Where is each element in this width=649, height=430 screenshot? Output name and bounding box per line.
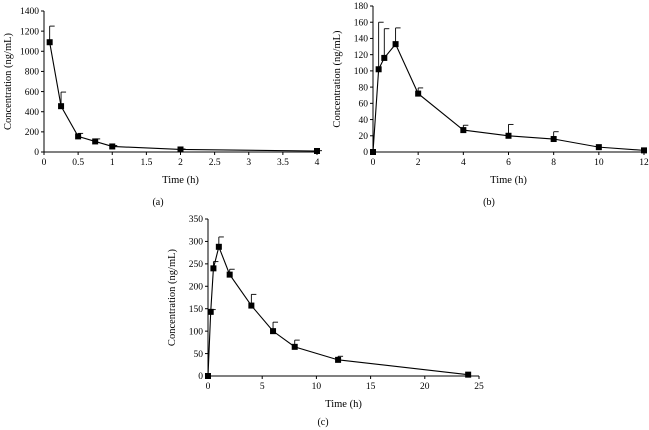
y-tick-label: 60 — [359, 100, 369, 110]
y-tick-label: 1200 — [20, 27, 39, 37]
x-axis-title: Time (h) — [325, 399, 362, 410]
y-tick-label: 160 — [354, 18, 369, 28]
y-axis-title: Concentration (ng/mL) — [3, 32, 14, 130]
panel-label: (a) — [152, 197, 163, 208]
y-tick-label: 200 — [25, 128, 40, 138]
x-tick-label: 10 — [594, 158, 604, 168]
panel-label: (b) — [483, 197, 495, 208]
y-tick-label: 180 — [354, 2, 369, 12]
y-axis-title: Concentration (ng/mL) — [167, 248, 178, 346]
data-point — [595, 144, 602, 151]
data-point — [248, 302, 255, 309]
data-point — [381, 54, 388, 61]
data-point — [375, 66, 382, 73]
concentration-line — [372, 43, 645, 153]
y-tick-label: 1000 — [20, 47, 39, 57]
x-tick-label: 1 — [110, 158, 115, 168]
data-point — [215, 243, 222, 250]
data-point — [335, 356, 342, 363]
data-point — [75, 133, 82, 140]
x-axis-title: Time (h) — [162, 175, 199, 186]
y-tick-label: 1400 — [20, 7, 39, 17]
y-tick-label: 100 — [189, 327, 204, 337]
y-tick-label: 200 — [189, 282, 204, 292]
data-point — [465, 371, 472, 378]
data-point — [505, 132, 512, 139]
y-tick-label: 20 — [359, 132, 369, 142]
x-tick-label: 3.5 — [277, 158, 289, 168]
y-tick-label: 140 — [354, 35, 369, 45]
x-tick-label: 0 — [206, 382, 211, 392]
data-point — [270, 328, 277, 335]
y-tick-label: 150 — [189, 305, 204, 315]
panel-label: (c) — [317, 417, 328, 428]
concentration-line — [207, 245, 469, 377]
panel-c: 0 50 100 150 200 250 300 350 0 5 10 15 20 25 Time (h) C… — [167, 215, 484, 428]
data-point — [314, 147, 320, 154]
data-point — [205, 373, 211, 379]
y-tick-label: 350 — [189, 215, 204, 225]
data-point — [92, 138, 99, 145]
data-point — [46, 39, 53, 46]
x-tick-label: 8 — [551, 158, 556, 168]
x-tick-label: 25 — [474, 382, 484, 392]
y-tick-label: 300 — [189, 238, 204, 248]
data-point — [460, 127, 467, 134]
y-tick-label: 40 — [359, 116, 369, 126]
x-tick-label: 2 — [416, 158, 421, 168]
y-tick-label: 0 — [363, 148, 368, 158]
data-point — [226, 271, 233, 278]
y-tick-label: 800 — [25, 68, 40, 78]
x-tick-label: 5 — [260, 382, 265, 392]
x-tick-label: 2 — [178, 158, 183, 168]
data-point — [177, 146, 184, 153]
x-tick-label: 15 — [366, 382, 376, 392]
x-tick-label: 4 — [461, 158, 466, 168]
x-tick-label: 3 — [246, 158, 251, 168]
data-point — [370, 149, 376, 155]
y-tick-label: 600 — [25, 88, 40, 98]
x-tick-label: 12 — [639, 158, 649, 168]
panel-a: 0 200 400 600 800 1000 1200 1400 0 0.5 1 1.5 2 2.5 3 3.… — [3, 7, 322, 208]
error-bar — [383, 28, 390, 58]
y-tick-label: 120 — [354, 51, 369, 61]
x-tick-label: 4 — [315, 158, 320, 168]
x-tick-label: 10 — [312, 382, 322, 392]
panel-b: 0 20 40 60 80 100 120 140 160 180 0 2 4 6 8 10 12 Time (h… — [332, 2, 649, 208]
y-tick-label: 0 — [198, 372, 203, 382]
y-axis-title: Concentration (ng/mL) — [332, 30, 343, 128]
x-tick-label: 6 — [506, 158, 511, 168]
concentration-line — [49, 42, 318, 152]
x-axis-title: Time (h) — [490, 175, 527, 186]
data-point — [641, 147, 647, 154]
data-point — [415, 90, 422, 97]
y-tick-label: 80 — [359, 83, 369, 93]
data-point — [291, 343, 298, 350]
x-tick-label: 1.5 — [140, 158, 152, 168]
y-tick-label: 250 — [189, 260, 204, 270]
data-point — [210, 265, 217, 272]
data-point — [207, 308, 214, 315]
x-tick-label: 0 — [42, 158, 47, 168]
x-tick-label: 2.5 — [209, 158, 221, 168]
error-bar — [378, 21, 384, 70]
y-tick-label: 100 — [354, 67, 369, 77]
x-tick-label: 20 — [420, 382, 430, 392]
y-tick-label: 50 — [194, 350, 204, 360]
x-tick-label: 0.5 — [72, 158, 84, 168]
y-tick-label: 400 — [25, 108, 40, 118]
data-point — [58, 103, 65, 110]
x-tick-label: 0 — [371, 158, 376, 168]
data-point — [550, 136, 557, 143]
y-tick-label: 0 — [34, 148, 39, 158]
data-point — [109, 143, 116, 150]
data-point — [392, 41, 399, 48]
